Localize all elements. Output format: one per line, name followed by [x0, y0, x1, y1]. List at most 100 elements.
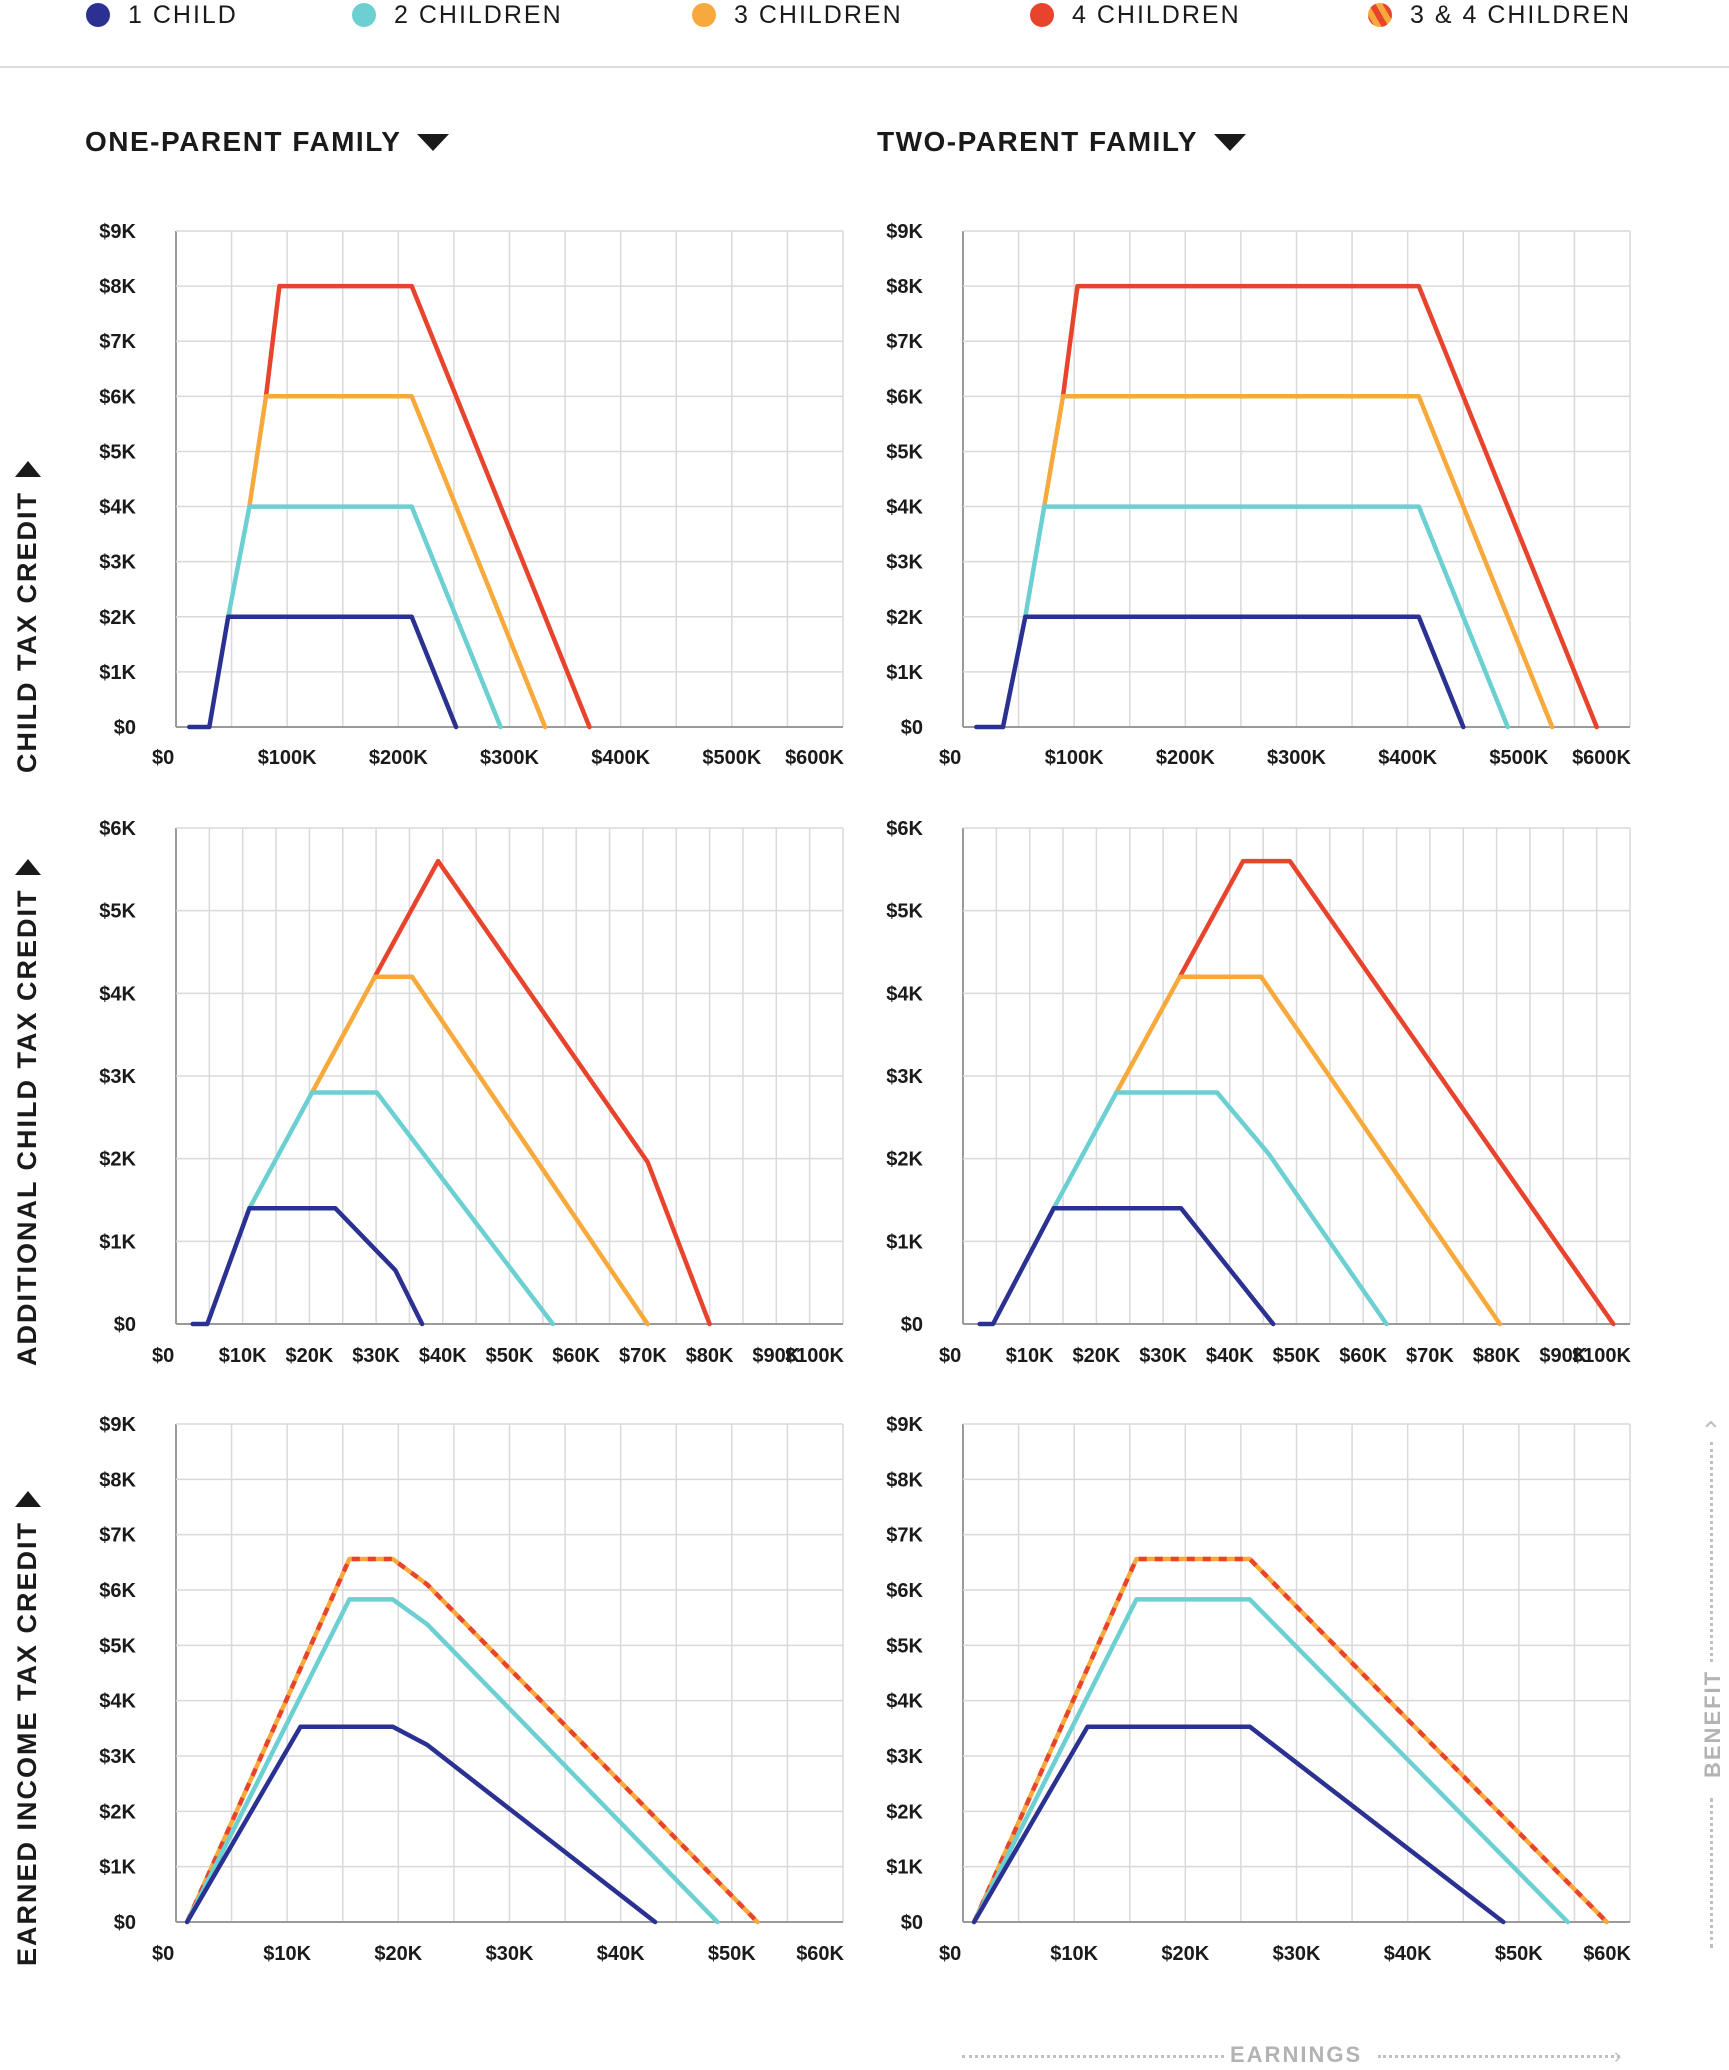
series-line-1-child [187, 614, 459, 730]
y-tick-label: $6K [886, 1580, 923, 1602]
y-tick-label: $1K [99, 662, 136, 684]
legend-item-2-children: 2 CHILDREN [352, 0, 563, 30]
x-tick-label: $60K [1583, 1943, 1631, 1965]
y-tick-label: $3K [886, 1066, 923, 1088]
x-tick-label: $90K [1539, 1345, 1587, 1367]
y-tick-label: $2K [99, 607, 136, 629]
x-tick-label: $300K [1267, 747, 1326, 769]
y-tick-label: $8K [886, 1469, 923, 1491]
y-tick-label: $0 [114, 717, 136, 739]
x-tick-label: $0 [939, 1943, 961, 1965]
x-tick-label: $300K [480, 747, 539, 769]
x-tick-label: $20K [1161, 1943, 1209, 1965]
chart-actc-two-parent: $0 $1K $2K $3K $4K $5K $6K $0 $10K $20K $30K $40K $5… [886, 818, 1631, 1367]
series-line-2-children [1051, 1090, 1389, 1327]
y-tick-label: $9K [99, 1414, 136, 1436]
series-line-3-4-children-stripe [972, 1556, 1609, 1924]
y-tick-label: $5K [99, 901, 136, 923]
y-tick-label: $4K [886, 983, 923, 1005]
column-title-text: TWO-PARENT FAMILY [877, 126, 1199, 157]
legend-label: 3 & 4 CHILDREN [1410, 0, 1632, 29]
x-tick-label: $30K [1273, 1943, 1321, 1965]
x-tick-label: $40K [597, 1943, 645, 1965]
y-tick-label: $1K [99, 1231, 136, 1253]
legend-item-3-children: 3 CHILDREN [692, 0, 903, 30]
y-tick-label: $1K [886, 1857, 923, 1879]
x-tick-label: $60K [552, 1345, 600, 1367]
x-tick-label: $400K [591, 747, 650, 769]
y-tick-label: $6K [99, 1580, 136, 1602]
series-line-2-children [971, 1597, 1570, 1925]
y-tick-label: $0 [901, 1912, 923, 1934]
x-tick-label: $500K [1489, 747, 1548, 769]
x-tick-label: $70K [1406, 1345, 1454, 1367]
x-tick-label: $200K [1156, 747, 1215, 769]
legend-dot-3-children [692, 3, 716, 27]
x-tick-label: $40K [419, 1345, 467, 1367]
chart-ctc-two-parent: $0 $1K $2K $3K $4K $5K $6K $7K $8K $9K $0 $100K $200… [886, 221, 1631, 769]
legend: 1 CHILD 2 CHILDREN 3 CHILDREN 4 CHILDREN… [0, 0, 1729, 66]
y-tick-label: $7K [886, 331, 923, 353]
series-line-1-child [184, 1724, 658, 1925]
series-line-2-children [1023, 504, 1510, 730]
legend-label: 2 CHILDREN [394, 0, 563, 29]
legend-item-1-child: 1 CHILD [86, 0, 238, 30]
x-tick-label: $100K [258, 747, 317, 769]
x-tick-label: $90K [752, 1345, 800, 1367]
x-tick-label: $40K [1384, 1943, 1432, 1965]
x-tick-label: $80K [686, 1345, 734, 1367]
x-tick-label: $50K [486, 1345, 534, 1367]
y-tick-label: $5K [99, 1635, 136, 1657]
series-line-3-children [1041, 394, 1555, 730]
arrow-up-icon: ⌃ [1700, 1416, 1722, 1446]
y-tick-label: $7K [99, 1525, 136, 1547]
series-line-3-children [247, 394, 548, 730]
x-tick-label: $80K [1473, 1345, 1521, 1367]
x-tick-label: $10K [219, 1345, 267, 1367]
column-title-two-parent[interactable]: TWO-PARENT FAMILY [877, 124, 1247, 160]
y-tick-label: $5K [886, 1635, 923, 1657]
y-tick-label: $7K [886, 1525, 923, 1547]
series-line-3-4-children [184, 1556, 760, 1925]
y-tick-label: $3K [886, 1746, 923, 1768]
series-line-3-children [1114, 974, 1503, 1327]
y-tick-label: $3K [99, 1066, 136, 1088]
earnings-caption-text: EARNINGS [1230, 2042, 1363, 2067]
y-tick-label: $2K [886, 607, 923, 629]
x-tick-label: $0 [152, 747, 174, 769]
x-tick-label: $100K [1045, 747, 1104, 769]
x-tick-label: $50K [1495, 1943, 1543, 1965]
caret-down-icon[interactable] [1214, 133, 1247, 151]
caret-down-icon[interactable] [417, 133, 450, 151]
x-tick-label: $100K [1572, 1345, 1631, 1367]
chart-ctc-one-parent: $0 $1K $2K $3K $4K $5K $6K $7K $8K $9K $0 $100K $200… [99, 221, 844, 769]
series-line-1-child [190, 1206, 425, 1327]
x-tick-label: $600K [1572, 747, 1631, 769]
y-tick-label: $6K [99, 818, 136, 840]
chart-eitc-two-parent: $0 $1K $2K $3K $4K $5K $6K $7K $8K $9K $0 $10K $20K $… [886, 1414, 1631, 1965]
y-tick-label: $5K [99, 441, 136, 463]
x-tick-label: $100K [785, 1345, 844, 1367]
x-tick-label: $30K [1139, 1345, 1187, 1367]
x-tick-label: $30K [352, 1345, 400, 1367]
legend-dot-3-and-4-children [1368, 3, 1392, 27]
y-tick-label: $1K [99, 1857, 136, 1879]
x-tick-label: $400K [1378, 747, 1437, 769]
x-tick-label: $70K [619, 1345, 667, 1367]
y-tick-label: $5K [886, 901, 923, 923]
series-line-1-child [974, 614, 1466, 730]
y-tick-label: $3K [99, 1746, 136, 1768]
series-line-1-child [971, 1724, 1506, 1925]
x-tick-label: $50K [1273, 1345, 1321, 1367]
series-line-4-children [1060, 283, 1599, 730]
y-tick-label: $4K [886, 497, 923, 519]
y-tick-label: $8K [886, 276, 923, 298]
y-tick-label: $0 [901, 1314, 923, 1336]
y-tick-label: $6K [886, 386, 923, 408]
x-tick-label: $0 [152, 1345, 174, 1367]
series-line-2-children [247, 1090, 556, 1327]
column-title-text: ONE-PARENT FAMILY [85, 126, 402, 157]
x-tick-label: $50K [708, 1943, 756, 1965]
x-tick-label: $20K [374, 1943, 422, 1965]
column-title-one-parent[interactable]: ONE-PARENT FAMILY [85, 124, 450, 160]
